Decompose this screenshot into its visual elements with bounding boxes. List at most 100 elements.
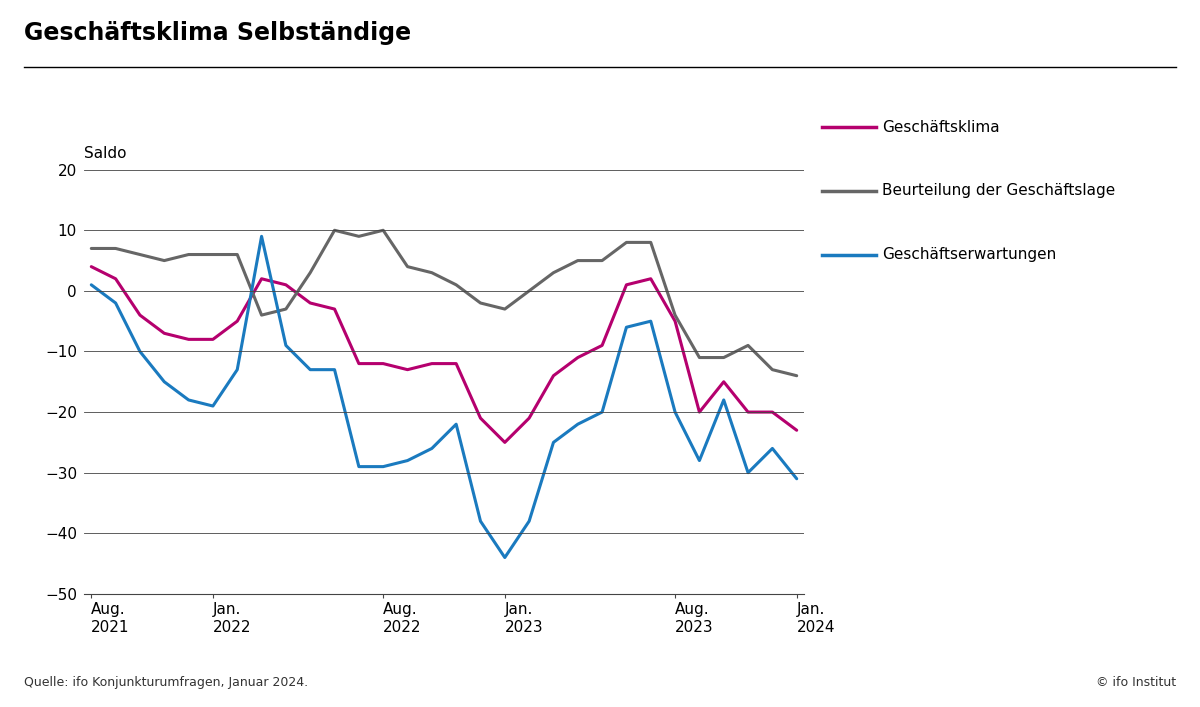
Beurteilung der Geschäftslage bbox=[546, 269, 560, 277]
Beurteilung der Geschäftslage bbox=[133, 250, 148, 259]
Geschäftsklima bbox=[254, 274, 269, 283]
Geschäftsklima bbox=[230, 317, 245, 325]
Geschäftsklima bbox=[766, 408, 780, 416]
Geschäftserwartungen bbox=[716, 396, 731, 404]
Geschäftserwartungen bbox=[643, 317, 658, 325]
Beurteilung der Geschäftslage bbox=[425, 269, 439, 277]
Text: Geschäftsklima: Geschäftsklima bbox=[882, 119, 1000, 135]
Beurteilung der Geschäftslage bbox=[522, 286, 536, 295]
Geschäftsklima bbox=[449, 359, 463, 368]
Beurteilung der Geschäftslage bbox=[643, 238, 658, 247]
Geschäftsklima bbox=[401, 366, 415, 374]
Geschäftserwartungen bbox=[157, 378, 172, 386]
Geschäftsklima bbox=[716, 378, 731, 386]
Beurteilung der Geschäftslage bbox=[352, 232, 366, 240]
Beurteilung der Geschäftslage bbox=[84, 244, 98, 252]
Geschäftserwartungen bbox=[790, 474, 804, 483]
Beurteilung der Geschäftslage bbox=[230, 250, 245, 259]
Geschäftserwartungen bbox=[425, 444, 439, 452]
Beurteilung der Geschäftslage bbox=[401, 262, 415, 271]
Geschäftserwartungen bbox=[522, 517, 536, 525]
Text: Beurteilung der Geschäftslage: Beurteilung der Geschäftslage bbox=[882, 183, 1115, 199]
Geschäftsklima bbox=[278, 281, 293, 289]
Geschäftsklima bbox=[692, 408, 707, 416]
Geschäftsklima bbox=[595, 341, 610, 350]
Geschäftsklima bbox=[668, 317, 683, 325]
Beurteilung der Geschäftslage bbox=[328, 226, 342, 235]
Beurteilung der Geschäftslage bbox=[376, 226, 390, 235]
Line: Beurteilung der Geschäftslage: Beurteilung der Geschäftslage bbox=[91, 230, 797, 375]
Geschäftserwartungen bbox=[352, 462, 366, 471]
Geschäftserwartungen bbox=[254, 232, 269, 240]
Beurteilung der Geschäftslage bbox=[205, 250, 220, 259]
Geschäftserwartungen bbox=[619, 323, 634, 332]
Geschäftsklima bbox=[546, 371, 560, 380]
Beurteilung der Geschäftslage bbox=[570, 257, 584, 265]
Geschäftsklima bbox=[376, 359, 390, 368]
Beurteilung der Geschäftslage bbox=[790, 371, 804, 380]
Beurteilung der Geschäftslage bbox=[157, 257, 172, 265]
Geschäftsklima bbox=[157, 329, 172, 337]
Geschäftserwartungen bbox=[376, 462, 390, 471]
Beurteilung der Geschäftslage bbox=[692, 354, 707, 362]
Geschäftsklima bbox=[108, 274, 122, 283]
Geschäftsklima bbox=[425, 359, 439, 368]
Geschäftserwartungen bbox=[205, 402, 220, 410]
Geschäftsklima bbox=[498, 438, 512, 447]
Geschäftsklima bbox=[133, 311, 148, 320]
Beurteilung der Geschäftslage bbox=[595, 257, 610, 265]
Geschäftserwartungen bbox=[595, 408, 610, 416]
Geschäftserwartungen bbox=[278, 341, 293, 350]
Geschäftserwartungen bbox=[692, 456, 707, 464]
Text: © ifo Institut: © ifo Institut bbox=[1096, 677, 1176, 689]
Geschäftserwartungen bbox=[108, 299, 122, 308]
Geschäftserwartungen bbox=[498, 554, 512, 562]
Geschäftserwartungen bbox=[570, 420, 584, 428]
Beurteilung der Geschäftslage bbox=[473, 299, 487, 308]
Line: Geschäftsklima: Geschäftsklima bbox=[91, 267, 797, 443]
Geschäftserwartungen bbox=[181, 396, 196, 404]
Geschäftsklima bbox=[570, 354, 584, 362]
Text: Geschäftsklima Selbständige: Geschäftsklima Selbständige bbox=[24, 21, 412, 45]
Text: Quelle: ifo Konjunkturumfragen, Januar 2024.: Quelle: ifo Konjunkturumfragen, Januar 2… bbox=[24, 677, 308, 689]
Geschäftserwartungen bbox=[668, 408, 683, 416]
Beurteilung der Geschäftslage bbox=[619, 238, 634, 247]
Geschäftsklima bbox=[181, 335, 196, 344]
Beurteilung der Geschäftslage bbox=[668, 311, 683, 320]
Geschäftsklima bbox=[473, 414, 487, 422]
Beurteilung der Geschäftslage bbox=[716, 354, 731, 362]
Text: Saldo: Saldo bbox=[84, 146, 126, 160]
Beurteilung der Geschäftslage bbox=[108, 244, 122, 252]
Geschäftsklima bbox=[304, 299, 318, 308]
Line: Geschäftserwartungen: Geschäftserwartungen bbox=[91, 236, 797, 558]
Geschäftserwartungen bbox=[133, 347, 148, 356]
Beurteilung der Geschäftslage bbox=[449, 281, 463, 289]
Beurteilung der Geschäftslage bbox=[181, 250, 196, 259]
Geschäftsklima bbox=[205, 335, 220, 344]
Geschäftsklima bbox=[790, 426, 804, 435]
Geschäftserwartungen bbox=[84, 281, 98, 289]
Beurteilung der Geschäftslage bbox=[766, 366, 780, 374]
Geschäftserwartungen bbox=[740, 469, 755, 477]
Beurteilung der Geschäftslage bbox=[304, 269, 318, 277]
Beurteilung der Geschäftslage bbox=[498, 305, 512, 313]
Beurteilung der Geschäftslage bbox=[740, 341, 755, 350]
Geschäftsklima bbox=[352, 359, 366, 368]
Beurteilung der Geschäftslage bbox=[278, 305, 293, 313]
Geschäftsklima bbox=[740, 408, 755, 416]
Geschäftserwartungen bbox=[766, 444, 780, 452]
Geschäftserwartungen bbox=[230, 366, 245, 374]
Geschäftsklima bbox=[522, 414, 536, 422]
Geschäftsklima bbox=[643, 274, 658, 283]
Geschäftsklima bbox=[84, 262, 98, 271]
Text: Geschäftserwartungen: Geschäftserwartungen bbox=[882, 247, 1056, 262]
Geschäftsklima bbox=[619, 281, 634, 289]
Geschäftserwartungen bbox=[546, 438, 560, 447]
Geschäftserwartungen bbox=[401, 456, 415, 464]
Geschäftserwartungen bbox=[304, 366, 318, 374]
Geschäftserwartungen bbox=[473, 517, 487, 525]
Geschäftserwartungen bbox=[449, 420, 463, 428]
Geschäftsklima bbox=[328, 305, 342, 313]
Beurteilung der Geschäftslage bbox=[254, 311, 269, 320]
Geschäftserwartungen bbox=[328, 366, 342, 374]
